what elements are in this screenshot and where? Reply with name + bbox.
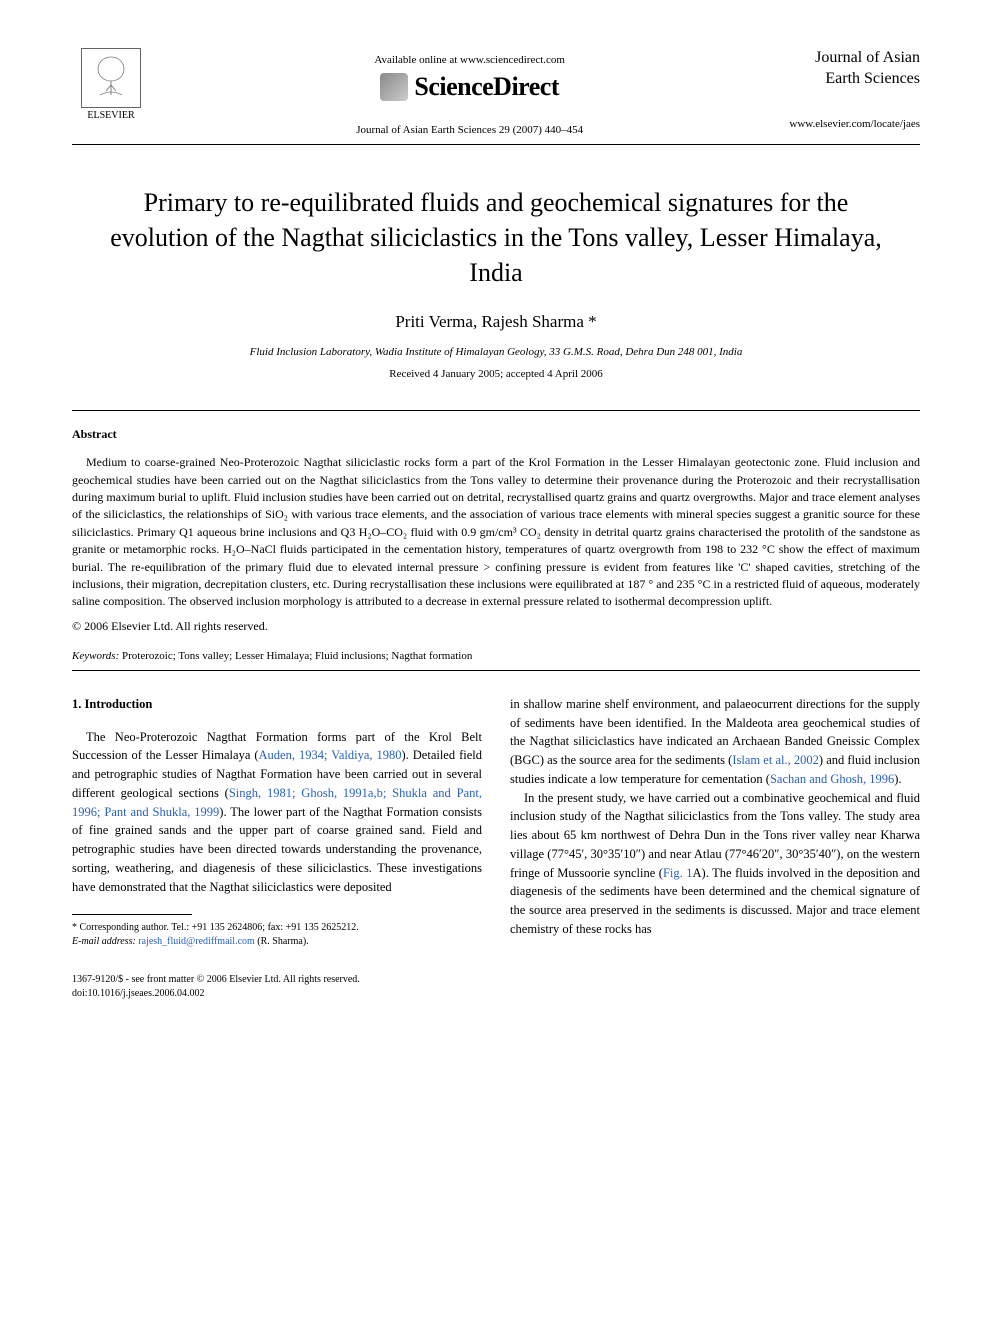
sciencedirect-icon [380, 73, 408, 101]
sciencedirect-brand: ScienceDirect [380, 72, 559, 102]
doi-line: doi:10.1016/j.jseaes.2006.04.002 [72, 987, 920, 1001]
received-accepted-dates: Received 4 January 2005; accepted 4 Apri… [72, 368, 920, 380]
keywords-label: Keywords: [72, 650, 119, 662]
abstract-body: Medium to coarse-grained Neo-Proterozoic… [72, 455, 920, 608]
col2-text-c: ). [894, 772, 901, 786]
keywords-line: Keywords: Proterozoic; Tons valley; Less… [72, 650, 920, 662]
section-1-heading: 1. Introduction [72, 695, 482, 714]
email-tail: (R. Sharma). [257, 936, 308, 947]
ref-islam[interactable]: Islam et al., 2002 [732, 753, 819, 767]
email-label: E-mail address: [72, 936, 136, 947]
elsevier-tree-icon [81, 48, 141, 108]
journal-citation: Journal of Asian Earth Sciences 29 (2007… [150, 124, 789, 136]
corresponding-author-footnote: * Corresponding author. Tel.: +91 135 26… [72, 921, 482, 949]
body-columns: 1. Introduction The Neo-Proterozoic Nagt… [72, 695, 920, 950]
copyright-line: © 2006 Elsevier Ltd. All rights reserved… [72, 619, 920, 634]
journal-name-line2: Earth Sciences [825, 70, 920, 87]
right-header: Journal of Asian Earth Sciences www.else… [789, 48, 920, 130]
left-column: 1. Introduction The Neo-Proterozoic Nagt… [72, 695, 482, 950]
intro-para-1-cont: in shallow marine shelf environment, and… [510, 695, 920, 789]
page-header: ELSEVIER Available online at www.science… [72, 48, 920, 136]
center-header: Available online at www.sciencedirect.co… [150, 48, 789, 136]
intro-para-1: The Neo-Proterozoic Nagthat Formation fo… [72, 728, 482, 897]
right-column: in shallow marine shelf environment, and… [510, 695, 920, 950]
available-online-text: Available online at www.sciencedirect.co… [150, 54, 789, 66]
footer-meta: 1367-9120/$ - see front matter © 2006 El… [72, 973, 920, 1000]
email-link[interactable]: rajesh_fluid@rediffmail.com [138, 936, 255, 947]
intro-para-2: In the present study, we have carried ou… [510, 789, 920, 939]
journal-name-line1: Journal of Asian [815, 49, 920, 66]
header-divider [72, 144, 920, 145]
ref-sachan-ghosh[interactable]: Sachan and Ghosh, 1996 [770, 772, 894, 786]
issn-line: 1367-9120/$ - see front matter © 2006 El… [72, 973, 920, 987]
journal-name: Journal of Asian Earth Sciences [789, 48, 920, 90]
affiliation: Fluid Inclusion Laboratory, Wadia Instit… [72, 346, 920, 358]
footnote-divider [72, 914, 192, 915]
sciencedirect-label: ScienceDirect [414, 72, 559, 102]
article-title: Primary to re-equilibrated fluids and ge… [72, 185, 920, 290]
abstract-top-divider [72, 410, 920, 411]
ref-auden-valdiya[interactable]: Auden, 1934; Valdiya, 1980 [259, 748, 402, 762]
journal-url: www.elsevier.com/locate/jaes [789, 118, 920, 130]
abstract-bottom-divider [72, 670, 920, 671]
abstract-heading: Abstract [72, 427, 920, 442]
footnote-email-line: E-mail address: rajesh_fluid@rediffmail.… [72, 935, 482, 949]
publisher-logo: ELSEVIER [72, 48, 150, 136]
ref-fig1[interactable]: Fig. 1 [663, 866, 693, 880]
footnote-corr: * Corresponding author. Tel.: +91 135 26… [72, 921, 482, 935]
publisher-label: ELSEVIER [87, 110, 134, 121]
abstract-text: Medium to coarse-grained Neo-Proterozoic… [72, 454, 920, 611]
keywords-values: Proterozoic; Tons valley; Lesser Himalay… [122, 650, 472, 662]
authors: Priti Verma, Rajesh Sharma * [72, 312, 920, 332]
